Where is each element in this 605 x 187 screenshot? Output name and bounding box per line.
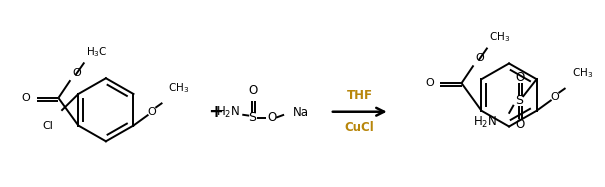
Text: O: O: [147, 107, 155, 117]
Text: +: +: [208, 103, 223, 121]
Text: O: O: [550, 92, 559, 102]
Text: O: O: [476, 53, 484, 63]
Text: O: O: [425, 78, 434, 88]
Text: CuCl: CuCl: [345, 121, 374, 134]
Text: H$_2$N: H$_2$N: [216, 105, 240, 120]
Text: S: S: [248, 111, 257, 124]
Text: O: O: [22, 93, 30, 103]
Text: CH$_3$: CH$_3$: [489, 30, 511, 44]
Text: THF: THF: [347, 89, 373, 102]
Text: H$_3$C: H$_3$C: [87, 45, 108, 59]
Text: CH$_3$: CH$_3$: [572, 66, 594, 80]
Text: O: O: [515, 118, 525, 131]
Text: S: S: [515, 94, 523, 107]
Text: Na: Na: [293, 106, 309, 119]
Text: CH$_3$: CH$_3$: [168, 81, 189, 95]
Text: H$_2$N: H$_2$N: [473, 115, 497, 130]
Text: O: O: [73, 68, 81, 78]
Text: O: O: [267, 111, 276, 124]
Text: O: O: [515, 71, 525, 84]
Text: O: O: [249, 84, 258, 96]
Text: Cl: Cl: [42, 121, 53, 131]
